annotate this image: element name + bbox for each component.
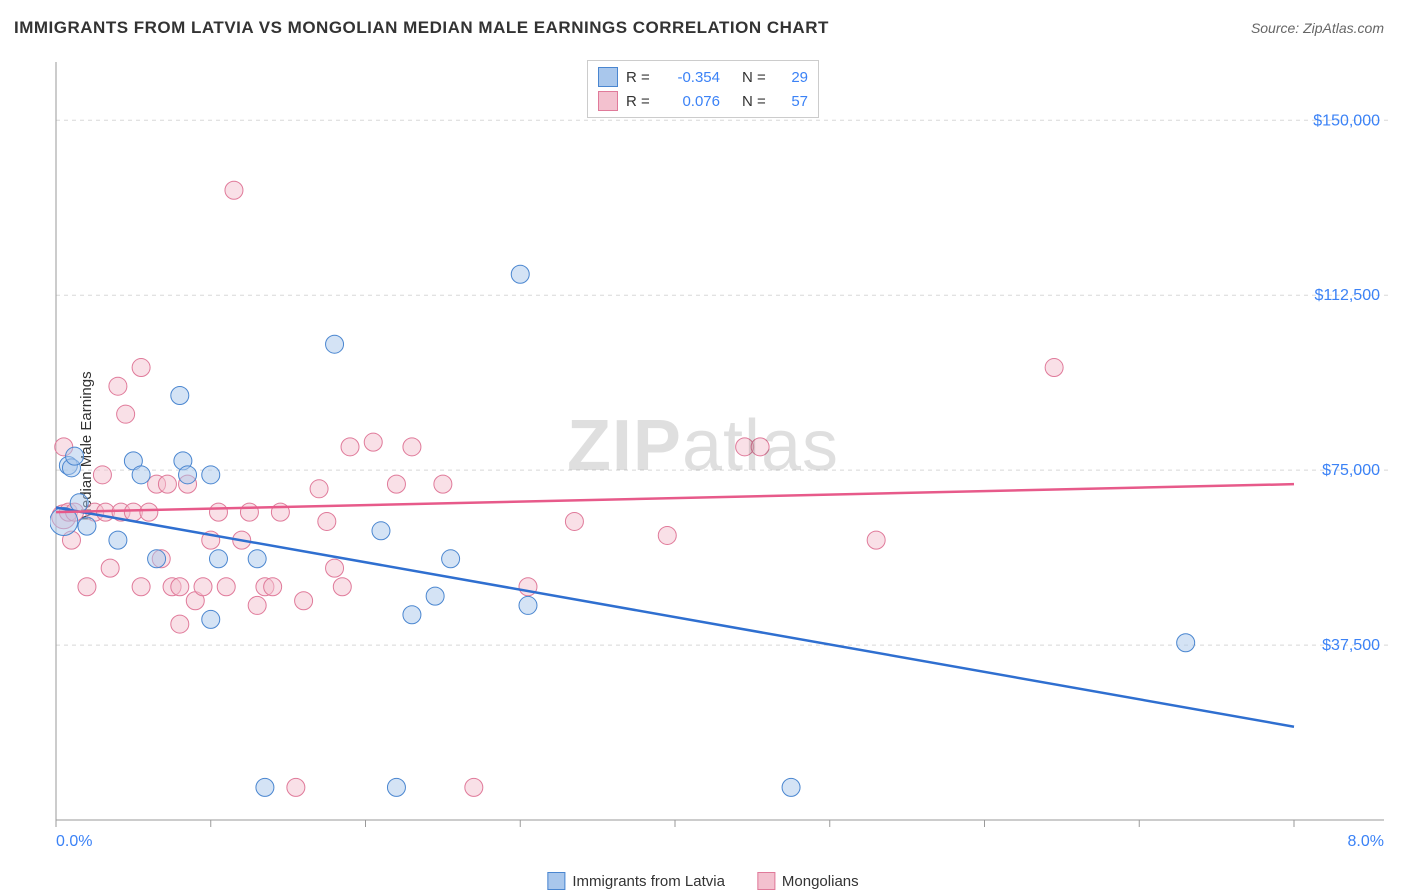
stat-r-value-mongolians: 0.076 [660, 93, 720, 110]
legend-label-mongolians: Mongolians [782, 873, 859, 890]
stat-n-label: N = [742, 69, 768, 86]
stat-r-label: R = [626, 69, 652, 86]
stat-r-value-latvia: -0.354 [660, 69, 720, 86]
chart-area: $37,500 $75,000 $112,500 $150,000 0.0% 8.0% [50, 56, 1390, 856]
source-name: ZipAtlas.com [1303, 20, 1384, 36]
swatch-latvia-icon [598, 67, 618, 87]
stat-r-label: R = [626, 93, 652, 110]
correlation-stats-box: R = -0.354 N = 29 R = 0.076 N = 57 [587, 60, 819, 118]
stat-n-value-latvia: 29 [776, 69, 808, 86]
stat-n-label: N = [742, 93, 768, 110]
legend-label-latvia: Immigrants from Latvia [572, 873, 725, 890]
svg-text:8.0%: 8.0% [1348, 833, 1384, 850]
svg-text:0.0%: 0.0% [56, 833, 92, 850]
svg-text:$150,000: $150,000 [1313, 112, 1380, 129]
legend-swatch-latvia-icon [547, 872, 565, 890]
scatter-chart-svg: $37,500 $75,000 $112,500 $150,000 0.0% 8.0% [50, 56, 1390, 856]
svg-text:$37,500: $37,500 [1322, 637, 1380, 654]
bottom-legend: Immigrants from Latvia Mongolians [547, 872, 858, 890]
legend-swatch-mongolians-icon [757, 872, 775, 890]
svg-text:$112,500: $112,500 [1314, 287, 1380, 304]
stat-n-value-mongolians: 57 [776, 93, 808, 110]
legend-item-mongolians: Mongolians [757, 872, 859, 890]
legend-item-latvia: Immigrants from Latvia [547, 872, 725, 890]
stats-row-latvia: R = -0.354 N = 29 [598, 65, 808, 89]
svg-text:$75,000: $75,000 [1322, 462, 1380, 479]
source-attribution: Source: ZipAtlas.com [1251, 20, 1384, 36]
chart-title: IMMIGRANTS FROM LATVIA VS MONGOLIAN MEDI… [14, 18, 829, 38]
stats-row-mongolians: R = 0.076 N = 57 [598, 89, 808, 113]
swatch-mongolians-icon [598, 91, 618, 111]
source-prefix: Source: [1251, 20, 1303, 36]
